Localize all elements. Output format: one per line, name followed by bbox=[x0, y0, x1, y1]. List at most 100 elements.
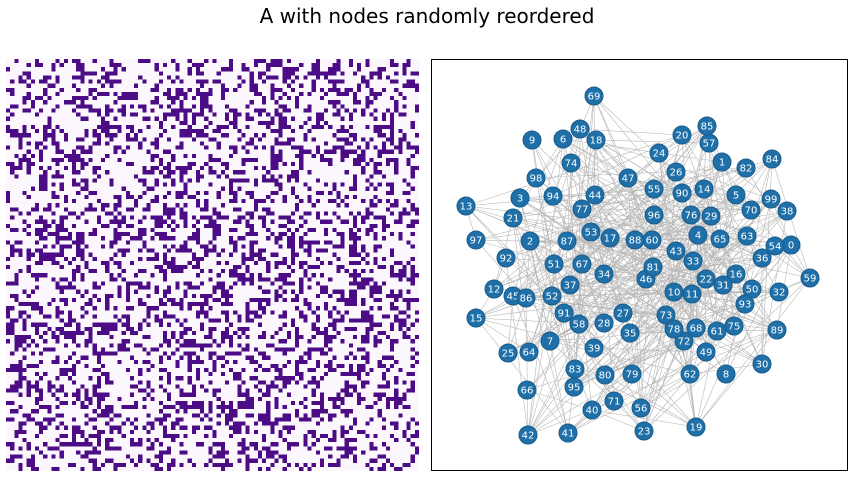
graph-node-84: 84 bbox=[762, 149, 782, 169]
graph-node-circle bbox=[613, 303, 633, 323]
graph-node-circle bbox=[765, 236, 785, 256]
graph-node-22: 22 bbox=[696, 269, 716, 289]
graph-node-20: 20 bbox=[672, 125, 692, 145]
graph-node-label: 92 bbox=[500, 254, 513, 265]
graph-node-label: 75 bbox=[728, 322, 741, 333]
graph-node-27: 27 bbox=[613, 303, 633, 323]
graph-node-circle bbox=[558, 423, 578, 443]
graph-node-label: 81 bbox=[647, 263, 660, 274]
graph-node-circle bbox=[694, 179, 714, 199]
graph-node-label: 37 bbox=[564, 281, 577, 292]
graph-node-circle bbox=[672, 183, 692, 203]
graph-node-54: 54 bbox=[765, 236, 785, 256]
graph-node-circle bbox=[543, 186, 563, 206]
graph-node-label: 76 bbox=[685, 211, 698, 222]
graph-node-label: 52 bbox=[546, 292, 559, 303]
graph-node-label: 54 bbox=[769, 242, 782, 253]
graph-node-circle bbox=[777, 201, 797, 221]
graph-node-circle bbox=[681, 205, 701, 225]
graph-node-label: 66 bbox=[521, 386, 534, 397]
graph-node-58: 58 bbox=[569, 314, 589, 334]
graph-node-circle bbox=[510, 188, 530, 208]
graph-node-circle bbox=[466, 230, 486, 250]
graph-node-47: 47 bbox=[618, 168, 638, 188]
graph-node-label: 8 bbox=[723, 370, 729, 381]
graph-node-circle bbox=[519, 342, 539, 362]
graph-node-label: 78 bbox=[668, 325, 681, 336]
graph-node-label: 70 bbox=[745, 206, 758, 217]
graph-node-circle bbox=[672, 125, 692, 145]
graph-node-circle bbox=[686, 318, 706, 338]
graph-node-51: 51 bbox=[544, 254, 564, 274]
graph-node-62: 62 bbox=[680, 364, 700, 384]
graph-node-circle bbox=[767, 320, 787, 340]
graph-node-35: 35 bbox=[620, 323, 640, 343]
graph-node-66: 66 bbox=[517, 380, 537, 400]
graph-node-99: 99 bbox=[761, 189, 781, 209]
graph-node-circle bbox=[696, 269, 716, 289]
graph-node-30: 30 bbox=[752, 354, 772, 374]
graph-node-label: 56 bbox=[635, 404, 648, 415]
graph-node-circle bbox=[724, 316, 744, 336]
graph-node-circle bbox=[585, 185, 605, 205]
graph-node-label: 67 bbox=[576, 260, 589, 271]
graph-node-label: 29 bbox=[705, 212, 718, 223]
graph-node-label: 99 bbox=[765, 195, 778, 206]
graph-node-38: 38 bbox=[777, 201, 797, 221]
graph-node-circle bbox=[516, 288, 536, 308]
graph-node-circle bbox=[544, 254, 564, 274]
graph-node-circle bbox=[604, 391, 624, 411]
graph-node-14: 14 bbox=[694, 179, 714, 199]
graph-node-label: 73 bbox=[660, 311, 673, 322]
graph-node-76: 76 bbox=[681, 205, 701, 225]
graph-node-circle bbox=[584, 86, 604, 106]
graph-node-48: 48 bbox=[570, 119, 590, 139]
graph-node-circle bbox=[712, 152, 732, 172]
graph-node-circle bbox=[594, 313, 614, 333]
graph-node-circle bbox=[682, 284, 702, 304]
graph-node-label: 0 bbox=[788, 241, 794, 252]
graph-node-25: 25 bbox=[498, 343, 518, 363]
graph-node-label: 83 bbox=[569, 365, 582, 376]
graph-node-label: 85 bbox=[701, 122, 714, 133]
graph-node-7: 7 bbox=[540, 331, 560, 351]
graph-node-91: 91 bbox=[554, 303, 574, 323]
graph-node-label: 84 bbox=[766, 155, 779, 166]
graph-node-label: 80 bbox=[599, 371, 612, 382]
graph-node-circle bbox=[622, 364, 642, 384]
graph-node-circle bbox=[466, 308, 486, 328]
graph-node-label: 5 bbox=[733, 191, 739, 202]
graph-node-circle bbox=[570, 119, 590, 139]
graph-node-64: 64 bbox=[519, 342, 539, 362]
graph-node-label: 47 bbox=[622, 174, 635, 185]
graph-node-circle bbox=[680, 364, 700, 384]
graph-node-circle bbox=[600, 228, 620, 248]
graph-node-96: 96 bbox=[644, 205, 664, 225]
graph-node-label: 24 bbox=[653, 149, 666, 160]
graph-node-label: 9 bbox=[529, 136, 535, 147]
graph-node-circle bbox=[595, 365, 615, 385]
graph-node-11: 11 bbox=[682, 284, 702, 304]
graph-node-75: 75 bbox=[724, 316, 744, 336]
graph-node-label: 61 bbox=[711, 327, 724, 338]
graph-node-41: 41 bbox=[558, 423, 578, 443]
graph-node-4: 4 bbox=[688, 225, 708, 245]
graph-node-circle bbox=[643, 257, 663, 277]
graph-node-83: 83 bbox=[565, 359, 585, 379]
graph-node-label: 1 bbox=[719, 158, 725, 169]
graph-node-5: 5 bbox=[726, 185, 746, 205]
graph-node-circle bbox=[666, 241, 686, 261]
graph-node-label: 88 bbox=[629, 236, 642, 247]
graph-node-circle bbox=[735, 294, 755, 314]
graph-node-67: 67 bbox=[572, 254, 592, 274]
graph-node-label: 10 bbox=[668, 288, 681, 299]
graph-node-circle bbox=[572, 254, 592, 274]
graph-node-label: 31 bbox=[717, 281, 730, 292]
graph-node-label: 2 bbox=[527, 237, 533, 248]
graph-node-circle bbox=[697, 116, 717, 136]
graph-node-61: 61 bbox=[707, 321, 727, 341]
graph-node-circle bbox=[686, 417, 706, 437]
graph-node-label: 43 bbox=[670, 247, 683, 258]
graph-node-label: 72 bbox=[678, 337, 691, 348]
